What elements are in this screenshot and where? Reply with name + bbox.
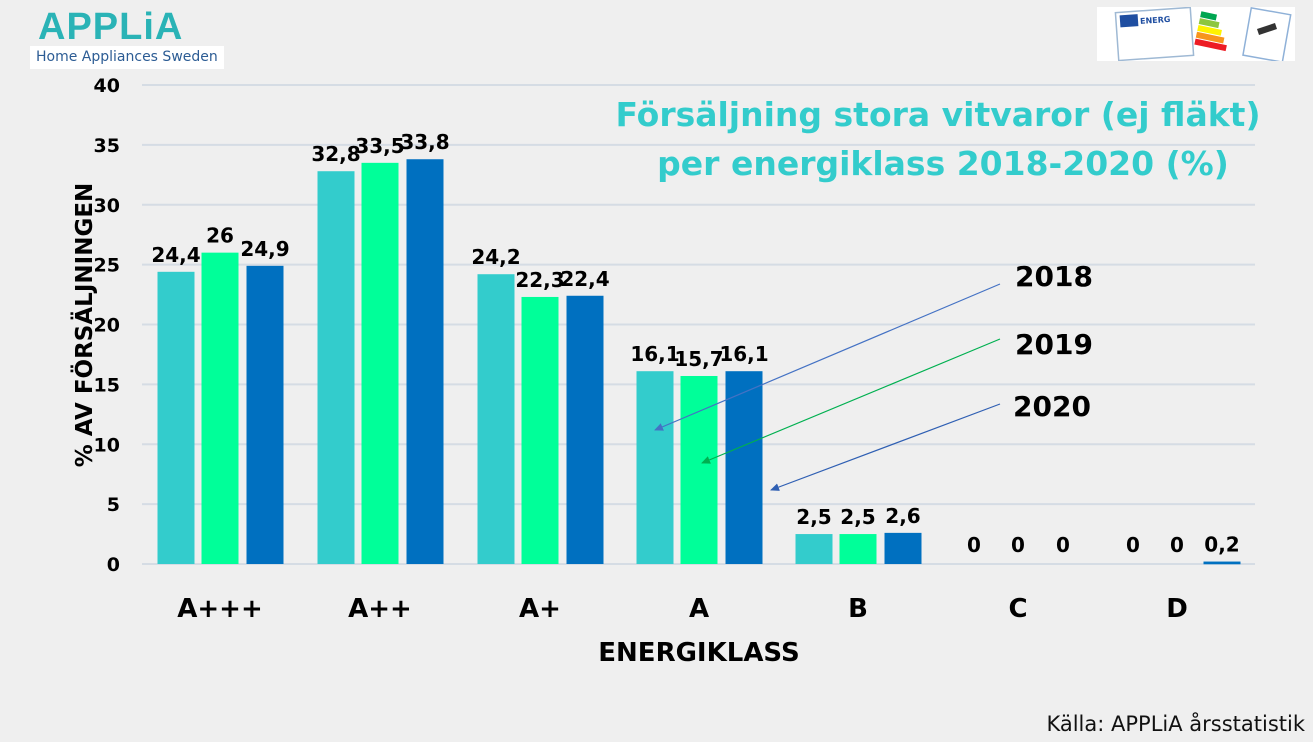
y-tick-label: 35: [94, 135, 120, 157]
data-label: 16,1: [719, 342, 768, 366]
data-label: 2,5: [840, 505, 875, 529]
logo-subtitle: Home Appliances Sweden: [30, 46, 224, 69]
x-tick-label: D: [1166, 594, 1188, 624]
legend-label-2019: 2019: [1015, 328, 1093, 361]
data-label: 32,8: [311, 142, 360, 166]
data-label: 22,3: [515, 268, 564, 292]
legend-arrow-2019: [701, 338, 1001, 464]
bar-2020-A+: [566, 295, 604, 564]
data-label: 24,9: [240, 237, 289, 261]
y-tick-label: 15: [94, 374, 120, 396]
legend-label-2018: 2018: [1015, 260, 1093, 293]
bar-2019-B: [839, 534, 877, 564]
bar-2018-A: [636, 371, 674, 564]
data-label: 24,2: [471, 245, 520, 269]
data-label: 33,5: [355, 134, 404, 158]
bar-2019-A+++: [201, 252, 239, 564]
data-label: 22,4: [560, 267, 609, 291]
bar-2018-A+++: [157, 271, 195, 564]
data-label: 24,4: [151, 243, 200, 267]
source-note: Källa: APPLiA årsstatistik: [1046, 712, 1305, 736]
bar-2019-A+: [521, 296, 559, 564]
data-label: 0: [1011, 533, 1025, 557]
bar-2019-A: [680, 375, 718, 564]
y-tick-label: 40: [94, 75, 120, 97]
bar-2018-A+: [477, 274, 515, 564]
bar-2018-B: [795, 534, 833, 564]
y-tick-label: 20: [94, 315, 120, 337]
data-label: 0: [1126, 533, 1140, 557]
data-label: 15,7: [674, 347, 723, 371]
y-tick-label: 0: [107, 554, 120, 576]
bar-2020-A++: [406, 159, 444, 564]
x-axis-label: ENERGIKLASS: [598, 638, 799, 668]
data-label: 16,1: [630, 342, 679, 366]
data-label: 0: [967, 533, 981, 557]
x-tick-label: A: [689, 594, 709, 624]
x-tick-label: A++: [348, 594, 412, 624]
bar-2020-B: [884, 532, 922, 564]
logo-wordmark: APPLiA: [38, 6, 184, 48]
y-tick-label: 10: [94, 434, 120, 456]
data-label: 33,8: [400, 130, 449, 154]
y-tick-label: 30: [94, 195, 120, 217]
energy-label-drawing: ENERG: [1114, 6, 1292, 63]
legend-arrow-2020: [770, 403, 1001, 491]
data-label: 26: [206, 224, 234, 248]
x-tick-label: A+++: [177, 594, 262, 624]
chart-title-line-2: per energiklass 2018-2020 (%): [657, 144, 1229, 183]
energy-label-text: ENERG: [1140, 15, 1171, 26]
eu-energy-label-icon: ENERG: [1097, 6, 1295, 63]
bar-2020-A+++: [246, 265, 284, 564]
data-label: 2,6: [885, 504, 920, 528]
y-axis-label: % AV FÖRSÄLJNINGEN: [70, 183, 98, 468]
bar-2020-A: [725, 371, 763, 564]
bar-2018-A++: [317, 171, 355, 564]
x-tick-label: A+: [519, 594, 561, 624]
y-tick-label: 5: [107, 494, 120, 516]
data-label: 0: [1170, 533, 1184, 557]
bar-2019-A++: [361, 162, 399, 564]
data-label: 0,2: [1204, 533, 1239, 557]
y-tick-label: 25: [94, 255, 120, 277]
applia-logo: APPLiA Home Appliances Sweden: [30, 6, 224, 69]
legend-arrow-2018: [654, 283, 1001, 431]
x-tick-label: C: [1008, 594, 1027, 624]
legend-label-2020: 2020: [1013, 390, 1091, 423]
data-label: 0: [1056, 533, 1070, 557]
data-label: 2,5: [796, 505, 831, 529]
chart-title-line-1: Försäljning stora vitvaror (ej fläkt): [615, 95, 1260, 134]
x-tick-label: B: [848, 594, 868, 624]
